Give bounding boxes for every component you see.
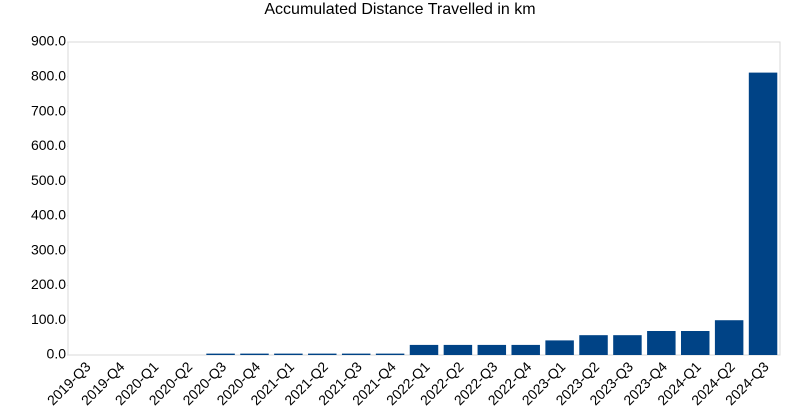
y-tick-label: 200.0 (31, 276, 66, 292)
y-tick-label: 600.0 (31, 137, 66, 153)
bar (341, 353, 371, 355)
bar (409, 344, 439, 355)
bar (477, 344, 507, 355)
y-tick-label: 0.0 (47, 346, 67, 362)
y-tick-label: 100.0 (31, 311, 66, 327)
y-tick-label: 400.0 (31, 207, 66, 223)
y-tick-label: 300.0 (31, 241, 66, 257)
bar (748, 72, 778, 356)
bar (613, 335, 642, 355)
bar (443, 344, 473, 355)
y-tick-label: 700.0 (31, 102, 66, 118)
bar (647, 331, 676, 355)
y-tick-label: 500.0 (31, 172, 66, 188)
plot-border (67, 41, 781, 356)
bar (579, 335, 608, 355)
bar (240, 353, 269, 355)
bar (680, 331, 710, 355)
bar (274, 353, 303, 355)
chart-title: Accumulated Distance Travelled in km (264, 1, 535, 18)
bar (511, 344, 540, 355)
bar (308, 353, 337, 355)
y-tick-label: 900.0 (31, 33, 66, 49)
bar (375, 353, 405, 355)
bar (545, 340, 574, 355)
y-tick-label: 800.0 (31, 67, 66, 83)
bar (206, 353, 235, 355)
bar (714, 320, 744, 355)
